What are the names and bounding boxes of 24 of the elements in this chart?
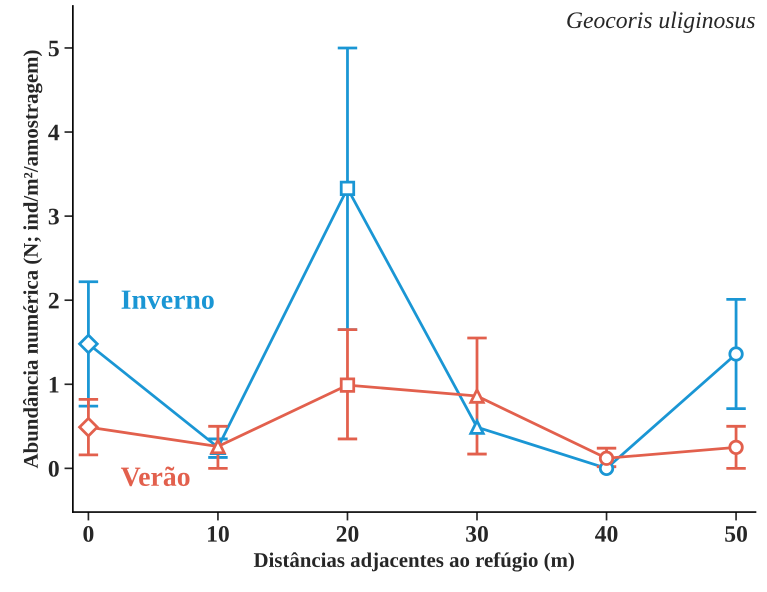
x-tick-label: 50: [725, 526, 747, 542]
x-tick-label: 30: [466, 526, 488, 542]
x-tick-label: 40: [595, 526, 618, 542]
point: [728, 440, 744, 455]
point: [469, 388, 485, 404]
point: [728, 346, 744, 362]
point: [598, 450, 614, 466]
x-axis-title: Distâncias adjacentes ao refúgio (m): [254, 552, 574, 572]
point: [340, 180, 356, 196]
series-label: Inverno: [122, 290, 214, 310]
y-tick-label: 0: [48, 460, 59, 477]
y-tick-label: 1: [50, 376, 58, 392]
point: [469, 420, 485, 435]
y-tick-label: 5: [48, 40, 59, 56]
series-label: Verão: [120, 466, 190, 486]
chart-title: Geocoris uliginosus: [567, 12, 755, 33]
y-tick-label: 2: [48, 292, 59, 308]
x-tick-label: 0: [83, 526, 94, 542]
y-tick-label: 3: [48, 208, 59, 225]
y-axis-title: Abundância numérica (N; ind/m²/amostragem): [23, 50, 42, 468]
x-tick-label: 20: [336, 526, 358, 542]
x-tick-label: 10: [208, 526, 229, 542]
point: [340, 377, 356, 393]
y-tick-label: 4: [48, 124, 60, 140]
